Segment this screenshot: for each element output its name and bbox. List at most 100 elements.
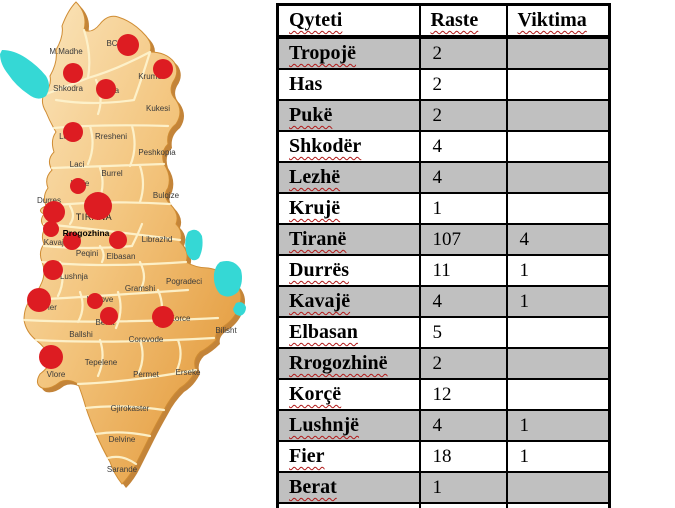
city-cell: Shkodër <box>276 130 421 163</box>
city-name: Kavajë <box>289 290 351 312</box>
cases-cell: 4 <box>418 130 508 163</box>
city-name: Tropojë <box>289 42 357 64</box>
map-annotations: Rrogozhina <box>63 228 110 238</box>
region-label: Burrel <box>101 169 123 178</box>
region-label: Lushnja <box>60 272 89 281</box>
region-label: Pogradeci <box>166 277 202 286</box>
region-label: Ballshi <box>69 330 93 339</box>
table-header-row: Qyteti Raste Viktima <box>276 3 611 39</box>
case-dot-vlore <box>39 345 63 369</box>
city-cell: Kavajë <box>276 285 421 318</box>
case-dot-kavaje <box>43 221 59 237</box>
region-label: Elbasan <box>107 252 136 261</box>
victims-cell: 1 <box>505 254 611 287</box>
region-label: Kukesi <box>146 104 170 113</box>
city-name: Elbasan <box>289 321 358 343</box>
albania-map-svg: M.MadheBCKrumeShkodraPukaKukesiLezhaRres… <box>0 1 246 488</box>
victims-cell <box>505 347 611 380</box>
table-row: Korçë 12 <box>276 378 611 411</box>
cases-cell: 2 <box>418 68 508 101</box>
city-name: Tiranë <box>289 228 347 250</box>
case-dot-kruje <box>70 178 86 194</box>
region-label: Permet <box>133 370 160 379</box>
region-label: Gramshi <box>125 284 155 293</box>
case-dot-durres <box>43 201 65 223</box>
city-cell: Tiranë <box>276 223 421 256</box>
case-dot-puke <box>96 79 116 99</box>
table-row: Lushnjë 4 1 <box>276 409 611 442</box>
case-dot-has <box>153 59 173 79</box>
table-row: Lezhë 4 <box>276 161 611 194</box>
region-label: Durres <box>37 196 61 205</box>
victims-cell: 4 <box>505 223 611 256</box>
table-row: Tropojë 2 <box>276 36 611 70</box>
table-row: Fier 18 1 <box>276 440 611 473</box>
cases-cell: 2 <box>418 36 508 70</box>
region-label: M.Madhe <box>49 47 83 56</box>
cases-table: Qyteti Raste Viktima Tropojë 2 Has 2 Pukë 2 Sh… <box>276 3 611 508</box>
case-dot-elbasan <box>109 231 127 249</box>
city-name: Fier <box>289 445 325 467</box>
victims-cell: 1 <box>505 440 611 473</box>
table-row: Tiranë 107 4 <box>276 223 611 256</box>
city-cell: Elbasan <box>276 316 421 349</box>
city-name: Has <box>289 73 323 95</box>
case-dot-tirane <box>84 192 112 220</box>
city-cell: Berat <box>276 471 421 504</box>
city-cell: Fier <box>276 440 421 473</box>
cases-table-panel: Qyteti Raste Viktima Tropojë 2 Has 2 Pukë 2 Sh… <box>276 3 611 508</box>
cases-cell: 107 <box>418 223 508 256</box>
victims-cell <box>505 161 611 194</box>
region-label: Tepelene <box>85 358 118 367</box>
city-name: Shkodër <box>289 135 362 157</box>
lakes <box>0 50 246 316</box>
city-cell: Vlorë <box>276 502 421 508</box>
city-name: Krujë <box>289 197 341 219</box>
victims-cell: 1 <box>505 409 611 442</box>
victims-cell <box>505 99 611 132</box>
region-label: Bulqize <box>153 191 180 200</box>
region-label: BC <box>106 39 117 48</box>
cases-cell: 5 <box>418 502 508 508</box>
region-label: Corovode <box>129 335 164 344</box>
cases-cell: 18 <box>418 440 508 473</box>
victims-cell <box>505 316 611 349</box>
cases-cell: 11 <box>418 254 508 287</box>
city-name: Rrogozhinë <box>289 352 388 374</box>
victims-cell <box>505 36 611 70</box>
city-cell: Krujë <box>276 192 421 225</box>
city-cell: Tropojë <box>276 36 421 70</box>
lake-shkodra <box>0 50 49 99</box>
victims-cell <box>505 130 611 163</box>
cases-cell: 4 <box>418 161 508 194</box>
city-name: Berat <box>289 476 337 498</box>
region-label: Shkodra <box>53 84 83 93</box>
case-dot-rrogozhine <box>63 232 81 250</box>
region-label: Rrogozhina <box>63 228 110 238</box>
region-label: Laci <box>70 160 85 169</box>
lake-prespa <box>213 261 242 297</box>
region-label: Erseke <box>176 368 201 377</box>
victims-cell <box>505 192 611 225</box>
city-cell: Korçë <box>276 378 421 411</box>
victims-cell <box>505 378 611 411</box>
case-dot-tropoje <box>117 34 139 56</box>
cases-cell: 4 <box>418 285 508 318</box>
cases-table-body: Tropojë 2 Has 2 Pukë 2 Shkodër 4 Lezhë 4 Krujë 1 Tir… <box>276 36 611 508</box>
region-label: Gjirokaster <box>111 404 150 413</box>
table-row: Vlorë5 <box>276 502 611 508</box>
cases-cell: 12 <box>418 378 508 411</box>
region-label: Korce <box>170 314 191 323</box>
cases-cell: 2 <box>418 347 508 380</box>
albania-map: M.MadheBCKrumeShkodraPukaKukesiLezhaRres… <box>0 0 272 508</box>
city-cell: Lezhë <box>276 161 421 194</box>
city-name: Pukë <box>289 104 333 126</box>
case-dots <box>27 34 174 369</box>
table-row: Berat 1 <box>276 471 611 504</box>
region-label: Rresheni <box>95 132 127 141</box>
city-name: Lushnjë <box>289 414 360 436</box>
city-cell: Pukë <box>276 99 421 132</box>
city-name: Durrës <box>289 259 349 281</box>
cases-cell: 2 <box>418 99 508 132</box>
